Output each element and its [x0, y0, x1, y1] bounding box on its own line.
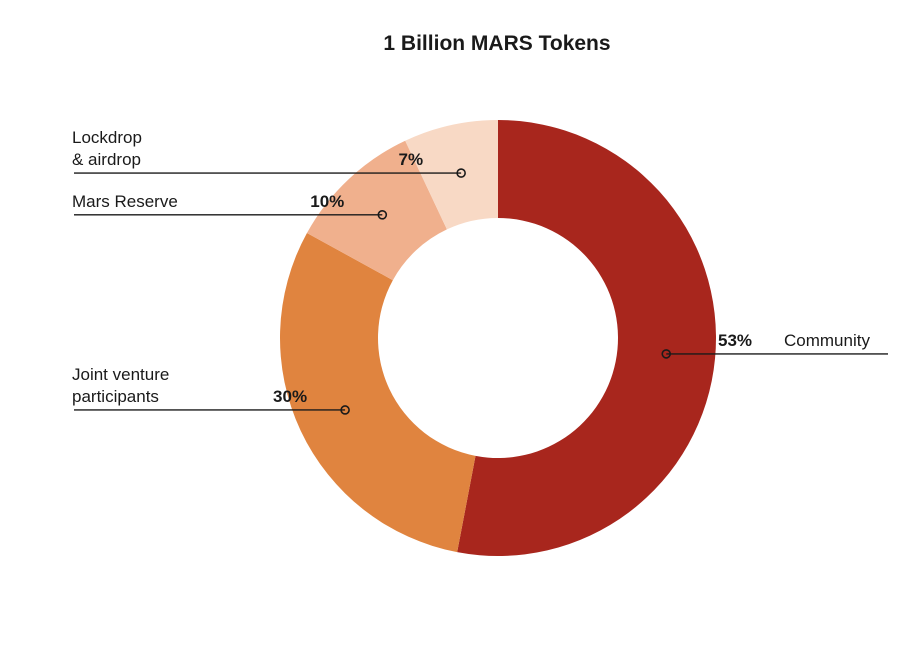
pct-label-community: 53%: [718, 331, 752, 350]
callouts: 53% Community 30% Joint venture participants…: [72, 128, 888, 415]
category-label-mars-reserve: Mars Reserve: [72, 192, 178, 211]
category-label-lockdrop-airdrop: Lockdrop & airdrop: [72, 128, 142, 169]
pct-label-mars-reserve: 10%: [310, 192, 344, 211]
chart-title: 1 Billion MARS Tokens: [383, 32, 610, 55]
slice-lockdrop-airdrop: [405, 120, 498, 230]
callout-dot-community: [661, 349, 672, 359]
pct-label-joint-venture-participants: 30%: [273, 387, 307, 406]
slice-joint-venture-participants: [280, 232, 476, 553]
callout-dot-mars-reserve: [377, 210, 388, 220]
callout-dot-lockdrop-airdrop: [456, 168, 466, 178]
category-label-community: Community: [784, 331, 870, 350]
slice-mars-reserve: [306, 140, 447, 281]
callout-dot-joint-venture-participants: [340, 405, 350, 415]
donut-slices: [280, 120, 716, 556]
pct-label-lockdrop-airdrop: 7%: [399, 150, 424, 169]
category-label-joint-venture-participants: Joint venture participants: [72, 365, 169, 406]
slice-community: [457, 120, 716, 556]
